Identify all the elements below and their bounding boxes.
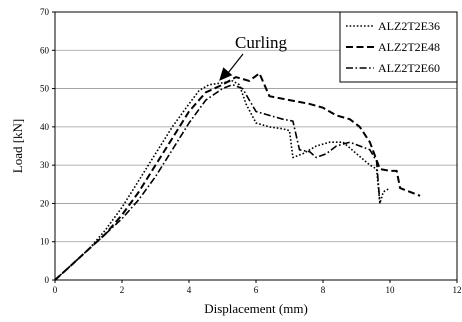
series-line-2 — [54, 72, 421, 281]
series-line-1 — [54, 80, 391, 281]
x-tick-label-10: 10 — [386, 285, 396, 295]
legend: ALZ2T2E36 ALZ2T2E48 ALZ2T2E60 — [339, 11, 458, 83]
x-tick-label-2: 2 — [120, 285, 125, 295]
x-axis-ticks: 0 2 4 6 8 10 12 — [53, 280, 462, 295]
y-tick-label-40: 40 — [40, 122, 50, 132]
y-tick-label-50: 50 — [40, 84, 50, 94]
x-tick-label-8: 8 — [321, 285, 326, 295]
gridlines — [55, 49, 457, 243]
x-tick-label-0: 0 — [53, 285, 58, 295]
y-tick-label-0: 0 — [45, 275, 50, 285]
y-tick-label-70: 70 — [40, 7, 50, 17]
curling-annotation: Curling — [219, 33, 287, 81]
x-axis-label: Displacement (mm) — [204, 301, 308, 316]
plot-area-frame — [54, 11, 458, 281]
y-axis-ticks: 0 10 20 30 40 50 60 70 — [40, 7, 55, 285]
curling-annotation-text: Curling — [235, 33, 287, 52]
curling-annotation-arrow-head — [219, 67, 233, 81]
x-tick-label-6: 6 — [254, 285, 259, 295]
legend-label-2: ALZ2T2E48 — [378, 40, 440, 54]
y-tick-label-10: 10 — [40, 237, 50, 247]
y-tick-label-20: 20 — [40, 198, 50, 208]
y-tick-label-30: 30 — [40, 160, 50, 170]
x-tick-label-12: 12 — [453, 285, 462, 295]
legend-label-3: ALZ2T2E60 — [378, 61, 440, 75]
x-tick-label-4: 4 — [187, 285, 192, 295]
y-axis-label: Load [kN] — [10, 119, 25, 174]
legend-label-1: ALZ2T2E36 — [378, 19, 440, 33]
data-series — [54, 72, 421, 281]
y-tick-label-60: 60 — [40, 45, 50, 55]
series-line-3 — [54, 83, 381, 281]
